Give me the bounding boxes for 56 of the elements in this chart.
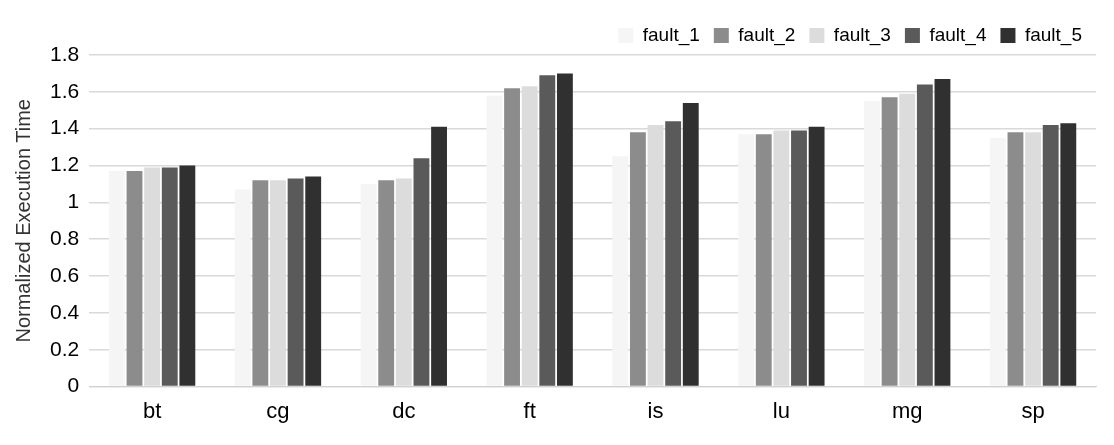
x-tick-label: ft	[523, 397, 536, 423]
x-tick-label: bt	[142, 397, 162, 423]
bar	[934, 78, 951, 386]
bar	[287, 178, 304, 386]
bar	[665, 121, 682, 386]
bar	[486, 95, 503, 386]
x-tick-label: cg	[266, 397, 290, 423]
y-tick-label: 1.2	[49, 152, 80, 176]
y-tick-label: 1.4	[49, 115, 80, 139]
bar	[989, 137, 1006, 386]
bar	[1042, 125, 1059, 386]
y-tick-label: 0.8	[49, 226, 80, 250]
bar	[126, 171, 143, 386]
bar	[738, 134, 755, 386]
bar	[539, 75, 556, 386]
bar	[504, 88, 520, 386]
x-tick-label: is	[647, 397, 664, 423]
bar	[808, 126, 825, 386]
bar	[791, 130, 807, 386]
bar	[612, 156, 629, 386]
y-tick-label: 1	[67, 189, 80, 213]
y-tick-label: 1.6	[49, 78, 80, 102]
bar	[629, 132, 646, 386]
bar	[378, 180, 395, 386]
bar	[305, 176, 322, 386]
bar	[413, 158, 430, 386]
y-tick-label: 0	[67, 373, 80, 397]
bar	[1060, 123, 1077, 386]
legend-label: fault_5	[1024, 23, 1082, 46]
bar	[556, 73, 573, 386]
bar	[234, 189, 251, 386]
legend-label: fault_3	[833, 23, 891, 46]
bar	[179, 165, 196, 386]
bar	[252, 180, 269, 386]
legend-label: fault_4	[929, 23, 987, 46]
bar	[1007, 132, 1024, 386]
bar	[161, 167, 178, 386]
y-tick-label: 0.4	[49, 299, 80, 323]
bar	[360, 183, 377, 386]
y-tick-label: 0.2	[49, 336, 80, 360]
y-axis-title: Normalized Execution Time	[11, 99, 34, 343]
bar	[864, 101, 880, 386]
x-tick-label: mg	[891, 397, 923, 423]
legend-label: fault_1	[642, 23, 700, 46]
bar	[431, 126, 447, 386]
bar	[755, 134, 772, 386]
bar	[881, 97, 898, 386]
x-tick-label: dc	[392, 397, 416, 423]
legend-label: fault_2	[738, 23, 796, 46]
x-tick-label: sp	[1021, 397, 1045, 423]
bar	[916, 84, 933, 386]
y-tick-label: 0.6	[49, 262, 80, 286]
bar	[682, 102, 699, 386]
y-tick-label: 1.8	[49, 41, 80, 65]
bar	[108, 171, 125, 386]
x-tick-label: lu	[772, 397, 790, 423]
